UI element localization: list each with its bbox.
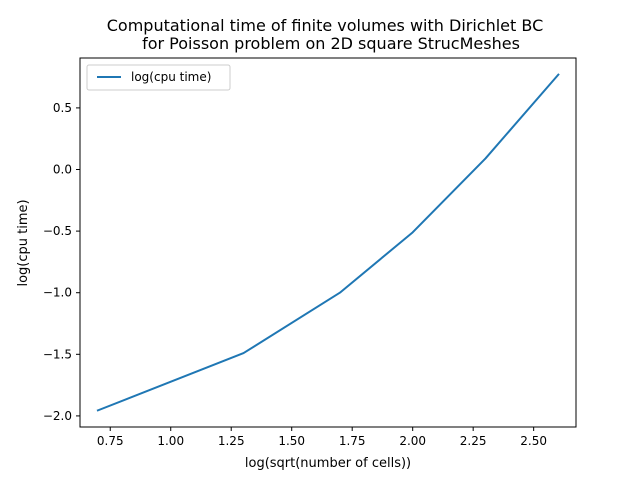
- y-axis-label: log(cpu time): [16, 199, 31, 286]
- y-tick-label: −0.5: [43, 224, 72, 238]
- x-axis-label: log(sqrt(number of cells)): [245, 456, 411, 471]
- y-tick-label: −2.0: [43, 409, 72, 423]
- series-line-0: [96, 73, 560, 412]
- x-tick-label: 1.50: [278, 434, 305, 448]
- chart-title-line-1: Computational time of finite volumes wit…: [107, 16, 543, 35]
- x-tick-label: 1.75: [339, 434, 366, 448]
- chart-title-line-2: for Poisson problem on 2D square StrucMe…: [142, 34, 520, 53]
- y-tick-label: 0.5: [53, 101, 72, 115]
- x-tick-label: 1.00: [157, 434, 184, 448]
- legend-entry-label: log(cpu time): [131, 70, 211, 84]
- x-tick-label: 2.00: [399, 434, 426, 448]
- y-tick-label: 0.0: [53, 163, 72, 177]
- y-axis: −2.0 −1.5 −1.0 −0.5 0.0 0.5: [43, 101, 80, 423]
- x-tick-label: 2.25: [460, 434, 487, 448]
- legend-frame: [86, 64, 231, 91]
- y-tick-label: −1.5: [43, 347, 72, 361]
- x-tick-label: 2.50: [520, 434, 547, 448]
- legend: log(cpu time): [86, 64, 231, 91]
- x-tick-label: 1.25: [218, 434, 245, 448]
- axes-frame: [79, 57, 577, 428]
- x-tick-label: 0.75: [97, 434, 124, 448]
- x-axis: 0.75 1.00 1.25 1.50 1.75 2.00 2.25 2.50: [97, 427, 547, 448]
- y-tick-label: −1.0: [43, 286, 72, 300]
- plot-area: [79, 57, 577, 428]
